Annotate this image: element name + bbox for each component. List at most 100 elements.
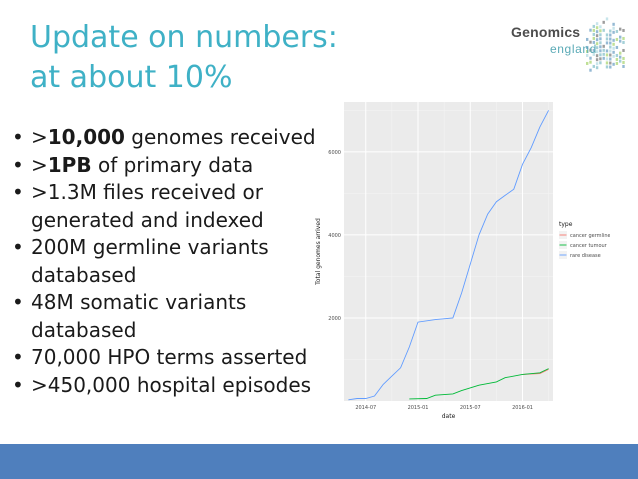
logo-tile bbox=[599, 57, 602, 61]
logo-tile bbox=[612, 54, 615, 58]
bullet-text: of primary data bbox=[91, 152, 254, 177]
genomes-chart: 2000 4000 6000 2014-07 2015-01 2015-07 2016-01… bbox=[315, 102, 610, 420]
logo-tile bbox=[609, 49, 612, 53]
logo-tile bbox=[619, 59, 622, 63]
bullet-prefix: > bbox=[31, 152, 48, 177]
x-tick-label: 2015-07 bbox=[460, 405, 481, 411]
legend-label: cancer germline bbox=[570, 233, 610, 239]
logo-tile bbox=[599, 33, 602, 37]
logo-tile bbox=[589, 48, 592, 52]
bullet-dot-icon: • bbox=[12, 235, 24, 259]
logo-word-genomics: Genomics bbox=[511, 24, 581, 40]
logo-tile bbox=[612, 30, 615, 34]
logo-tile bbox=[612, 46, 615, 50]
x-tick-label: 2015-01 bbox=[408, 405, 429, 411]
genomics-england-logo: Genomics england bbox=[508, 14, 626, 74]
y-tick-label: 2000 bbox=[328, 316, 341, 322]
y-axis-label: Total genomes arrived bbox=[315, 218, 322, 286]
legend-label: cancer tumour bbox=[570, 243, 608, 249]
logo-tile bbox=[589, 28, 592, 32]
y-tick-label: 6000 bbox=[328, 150, 341, 156]
logo-tile bbox=[599, 61, 602, 65]
logo-tile bbox=[612, 22, 615, 26]
logo-tile bbox=[592, 32, 595, 36]
logo-tile bbox=[609, 37, 612, 41]
logo-tile bbox=[595, 46, 599, 50]
logo-tile bbox=[622, 48, 625, 52]
logo-tile bbox=[619, 55, 622, 59]
logo-tile bbox=[605, 17, 609, 21]
bullet-text: >1.3M files received or generated and in… bbox=[31, 180, 264, 232]
logo-tile bbox=[599, 45, 602, 49]
logo-tile bbox=[595, 42, 599, 46]
logo-tile bbox=[615, 45, 619, 49]
bullet-bold-value: 1PB bbox=[47, 152, 92, 177]
logo-tile bbox=[595, 62, 599, 66]
logo-tile bbox=[612, 42, 615, 46]
series-line-cancer-tumour bbox=[409, 368, 549, 400]
bullet-text: >450,000 hospital episodes bbox=[31, 372, 312, 397]
bullet-dot-icon: • bbox=[12, 180, 24, 204]
logo-tile bbox=[599, 53, 602, 57]
logo-tile bbox=[602, 56, 605, 60]
logo-tile bbox=[619, 39, 622, 43]
logo-tile bbox=[622, 28, 625, 32]
logo-tile bbox=[595, 34, 599, 38]
logo-tile bbox=[609, 65, 612, 69]
logo-tile bbox=[622, 36, 625, 40]
logo-tile bbox=[595, 54, 599, 58]
logo-tile bbox=[592, 40, 595, 44]
logo-tile bbox=[619, 35, 622, 39]
x-tick-label: 2014-07 bbox=[355, 405, 376, 411]
logo-tile bbox=[602, 48, 605, 52]
bullet-text: 70,000 HPO terms asserted bbox=[31, 345, 308, 369]
logo-tile bbox=[615, 53, 619, 57]
bullet-bold-value: 10,000 bbox=[47, 125, 125, 149]
logo-tile bbox=[602, 52, 605, 56]
logo-tile bbox=[595, 30, 599, 34]
slide-title: Update on numbers: at about 10% bbox=[30, 18, 338, 98]
logo-tile bbox=[592, 48, 595, 52]
logo-tile bbox=[609, 29, 612, 33]
logo-tile bbox=[586, 49, 589, 53]
footer-bar bbox=[0, 444, 638, 479]
bullet-item: • 70,000 HPO terms asserted bbox=[12, 344, 357, 372]
bullet-text: genomes received bbox=[124, 125, 316, 149]
logo-tile bbox=[599, 29, 602, 33]
series-line-rare-disease bbox=[348, 110, 549, 401]
bullet-text: 200M germline variants databased bbox=[31, 235, 269, 287]
logo-tile bbox=[602, 20, 605, 24]
bullet-dot-icon: • bbox=[12, 152, 24, 177]
logo-tile bbox=[622, 56, 625, 60]
bullet-text: 48M somatic variants databased bbox=[31, 290, 247, 342]
logo-tile bbox=[595, 26, 599, 30]
logo-tile bbox=[602, 28, 605, 32]
logo-tile bbox=[605, 41, 609, 45]
bullet-dot-icon: • bbox=[12, 125, 24, 149]
logo-tile bbox=[615, 61, 619, 65]
logo-tile bbox=[599, 49, 602, 53]
bullet-item: • >10,000 genomes received bbox=[12, 124, 357, 152]
logo-tile bbox=[589, 60, 592, 64]
logo-tile bbox=[605, 33, 609, 37]
y-tick-label: 4000 bbox=[328, 233, 341, 239]
logo-tile bbox=[602, 44, 605, 48]
logo-tile bbox=[586, 45, 589, 49]
logo-tile bbox=[605, 57, 609, 61]
plot-panel bbox=[344, 102, 553, 401]
logo-tile bbox=[605, 65, 609, 69]
legend-label: rare disease bbox=[570, 253, 601, 259]
logo-tile bbox=[586, 61, 589, 65]
logo-tile bbox=[609, 61, 612, 65]
logo-tile bbox=[609, 33, 612, 37]
logo-tile bbox=[595, 58, 599, 62]
logo-tile bbox=[615, 37, 619, 41]
logo-tile bbox=[592, 64, 595, 68]
logo-tile bbox=[605, 61, 609, 65]
logo-tile bbox=[619, 27, 622, 31]
bullet-dot-icon: • bbox=[12, 290, 24, 314]
bullet-item: • 48M somatic variants databased bbox=[12, 289, 357, 344]
logo-tile bbox=[595, 50, 599, 54]
logo-tile bbox=[599, 37, 602, 41]
logo-mosaic-icon bbox=[586, 17, 625, 72]
